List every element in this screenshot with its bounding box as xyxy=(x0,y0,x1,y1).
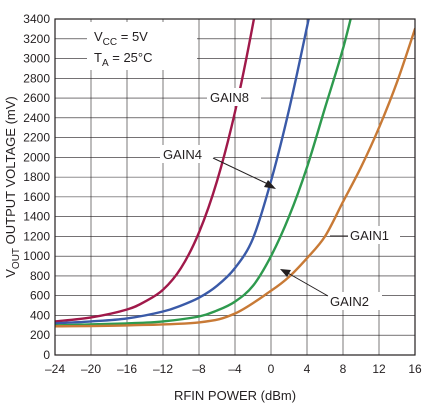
y-tick-label: 2600 xyxy=(23,91,50,105)
gain2-leader xyxy=(285,271,329,297)
series-line-gain1 xyxy=(55,27,415,328)
x-axis-title: RFIN POWER (dBm) xyxy=(174,388,296,403)
plot-frame xyxy=(54,18,416,356)
y-tick-label: 2000 xyxy=(23,150,50,164)
gain4-annotation: GAIN4 xyxy=(160,145,276,189)
x-tick-label: –4 xyxy=(228,362,242,376)
y-tick-label: 2800 xyxy=(23,71,50,85)
y-tick-label: 800 xyxy=(30,269,50,283)
gain1-label: GAIN1 xyxy=(350,228,389,243)
gain8-annotation: GAIN8 xyxy=(207,88,261,106)
y-tick-label: 3400 xyxy=(23,12,50,26)
y-tick-label: 1600 xyxy=(23,190,50,204)
gain1-annotation: GAIN1 xyxy=(330,226,400,244)
condition-ta: TA = 25°C xyxy=(94,50,153,69)
y-tick-label: 1200 xyxy=(23,229,50,243)
x-tick-label: –8 xyxy=(192,362,206,376)
gain2-arrowhead xyxy=(280,269,291,277)
condition-vcc: VCC = 5V xyxy=(94,29,148,48)
y-tick-label: 200 xyxy=(30,328,50,342)
gain4-label: GAIN4 xyxy=(163,147,202,162)
y-tick-label: 1800 xyxy=(23,170,50,184)
y-tick-label: 3200 xyxy=(23,32,50,46)
x-tick-labels: –24 –20 –16 –12 –8 –4 0 4 8 12 16 xyxy=(45,362,422,376)
series-layer xyxy=(55,19,415,328)
x-tick-label: –12 xyxy=(153,362,173,376)
y-tick-label: 1000 xyxy=(23,249,50,263)
y-tick-labels: 0 200 400 600 800 1000 1200 1400 1600 1800 2000 220… xyxy=(23,12,50,362)
y-axis-title: VOUT OUTPUT VOLTAGE (mV) xyxy=(3,96,22,277)
x-tick-label: 12 xyxy=(372,362,386,376)
x-tick-label: 4 xyxy=(304,362,311,376)
y-tick-label: 400 xyxy=(30,308,50,322)
y-tick-label: 2400 xyxy=(23,111,50,125)
gain4-arrowhead xyxy=(264,180,276,189)
series-line-gain2 xyxy=(55,19,352,327)
conditions-box xyxy=(87,22,197,70)
series-line-gain8 xyxy=(55,19,256,323)
x-tick-label: –16 xyxy=(117,362,137,376)
y-tick-label: 600 xyxy=(30,289,50,303)
series-line-gain4 xyxy=(55,19,310,325)
gain8-label: GAIN8 xyxy=(210,90,249,105)
gain2-annotation: GAIN2 xyxy=(280,269,382,310)
y-tick-label: 2200 xyxy=(23,131,50,145)
x-tick-label: 16 xyxy=(408,362,422,376)
x-tick-label: 0 xyxy=(268,362,275,376)
x-tick-label: –24 xyxy=(45,362,65,376)
y-tick-label: 3000 xyxy=(23,52,50,66)
gain4-leader xyxy=(212,157,271,186)
gain2-label: GAIN2 xyxy=(330,294,369,309)
y-tick-label: 0 xyxy=(43,348,50,362)
x-tick-label: 8 xyxy=(340,362,347,376)
x-tick-label: –20 xyxy=(81,362,101,376)
y-tick-label: 1400 xyxy=(23,210,50,224)
